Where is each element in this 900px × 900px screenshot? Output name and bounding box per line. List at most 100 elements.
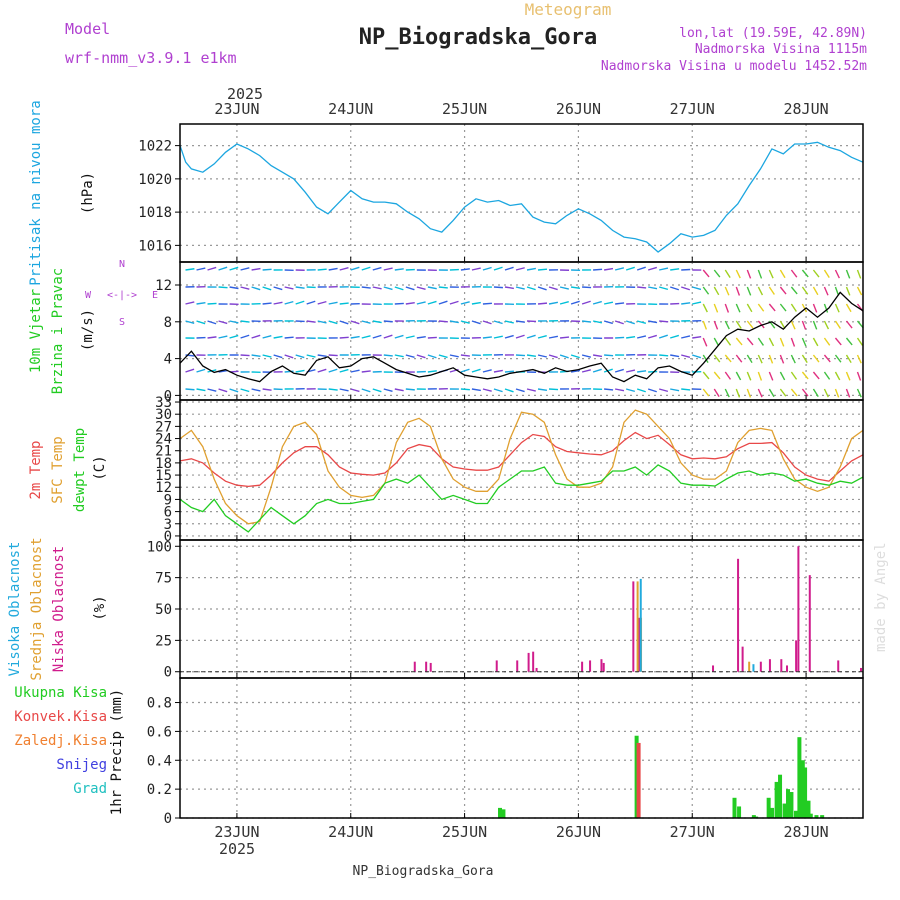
wind-arrow	[724, 371, 732, 380]
bar	[803, 767, 808, 818]
wind-arrow	[361, 266, 371, 271]
panel-unit-label: 1hr Precip (mm)	[109, 689, 125, 815]
wind-arrow	[659, 286, 669, 291]
panel-label: SFC Temp	[50, 436, 66, 503]
wind-arrow	[801, 286, 809, 295]
wind-arrow	[658, 334, 668, 339]
wind-arrow	[746, 320, 754, 329]
wind-arrow	[746, 303, 753, 313]
wind-arrow	[757, 269, 763, 279]
bottom-year: 2025	[219, 840, 255, 858]
y-tick-label: 25	[155, 633, 172, 649]
wind-arrow	[273, 286, 283, 291]
wind-arrow	[295, 300, 305, 305]
bar	[780, 659, 783, 672]
wind-arrow	[790, 320, 796, 330]
wind-arrow	[493, 388, 503, 393]
wind-arrow	[834, 371, 841, 381]
wind-arrow	[647, 388, 657, 393]
wind-arrow	[856, 388, 862, 398]
wind-arrow	[757, 320, 765, 329]
model-name: wrf-nmm_v3.9.1 e1km	[65, 49, 237, 67]
wind-arrow	[317, 354, 327, 358]
wind-arrow	[350, 320, 360, 325]
wind-arrow	[284, 336, 294, 339]
wind-arrow	[834, 269, 840, 279]
wind-arrow	[229, 388, 239, 393]
wind-arrow	[790, 286, 798, 295]
wind-arrow	[790, 371, 798, 380]
precip-legend-label: Zaledj.Kisa	[14, 733, 107, 749]
wind-arrow	[735, 388, 741, 398]
y-tick-label: 8	[164, 315, 172, 331]
wind-arrow	[548, 388, 559, 391]
wind-arrow	[548, 301, 559, 305]
series-line	[179, 141, 864, 253]
bar	[797, 546, 800, 672]
bar	[860, 667, 862, 672]
y-tick-label: 0	[164, 665, 172, 681]
wind-arrow	[670, 354, 680, 358]
page-title: NP_Biogradska_Gora	[359, 25, 597, 50]
wind-arrow	[240, 320, 250, 323]
wind-arrow	[670, 388, 680, 392]
wind-arrow	[681, 354, 691, 358]
bar	[814, 815, 819, 818]
wind-arrow	[768, 303, 776, 312]
wind-arrow	[493, 369, 503, 373]
bar	[632, 581, 635, 672]
model-label: Model	[65, 20, 110, 38]
bar	[786, 665, 789, 672]
wind-arrow	[713, 337, 720, 347]
bar	[737, 558, 740, 672]
wind-arrow	[361, 370, 371, 373]
wind-arrow	[196, 267, 206, 271]
elevation-label: Nadmorska Visina 1115m	[695, 42, 867, 57]
y-tick-label: 4	[164, 352, 172, 368]
wind-arrow	[790, 269, 798, 278]
wind-arrow	[196, 368, 206, 373]
wind-arrow	[845, 388, 851, 398]
wind-arrow	[801, 354, 808, 363]
wind-arrow	[526, 286, 536, 291]
wind-arrow	[284, 286, 294, 290]
bar	[589, 660, 592, 672]
compass-e-label: E	[152, 290, 158, 301]
y-tick-label: 21	[155, 444, 172, 460]
wind-arrow	[779, 303, 787, 312]
wind-arrow	[845, 286, 851, 296]
wind-arrow	[251, 267, 261, 271]
wind-arrow	[438, 300, 448, 305]
wind-arrow	[768, 354, 774, 364]
wind-arrow	[328, 320, 338, 325]
wind-arrow	[735, 371, 742, 381]
y-tick-label: 0.2	[147, 782, 172, 798]
y-tick-label: 50	[155, 602, 172, 618]
wind-arrow	[702, 388, 710, 397]
wind-arrow	[592, 368, 602, 373]
wind-arrow	[515, 388, 525, 393]
wind-arrow	[471, 368, 481, 373]
wind-arrow	[856, 286, 863, 296]
wind-arrow	[834, 286, 840, 296]
wind-arrow	[515, 320, 526, 323]
wind-arrow	[626, 335, 636, 339]
wind-arrow	[339, 320, 349, 325]
wind-arrow	[636, 320, 647, 324]
bottom-day-label: 24JUN	[328, 823, 373, 841]
wind-arrow	[636, 266, 646, 271]
wind-arrow	[273, 335, 283, 339]
bar	[786, 789, 791, 818]
y-tick-label: 12	[155, 278, 172, 294]
wind-arrow	[185, 268, 195, 271]
wind-arrow	[746, 286, 752, 296]
wind-arrow	[570, 286, 581, 290]
wind-arrows	[185, 266, 864, 398]
wind-arrow	[207, 266, 217, 271]
top-day-label: 24JUN	[328, 100, 373, 118]
wind-arrow	[262, 286, 272, 291]
wind-arrow	[262, 335, 272, 339]
bar	[495, 660, 498, 672]
wind-arrow	[582, 286, 592, 289]
wind-arrow	[856, 354, 862, 364]
